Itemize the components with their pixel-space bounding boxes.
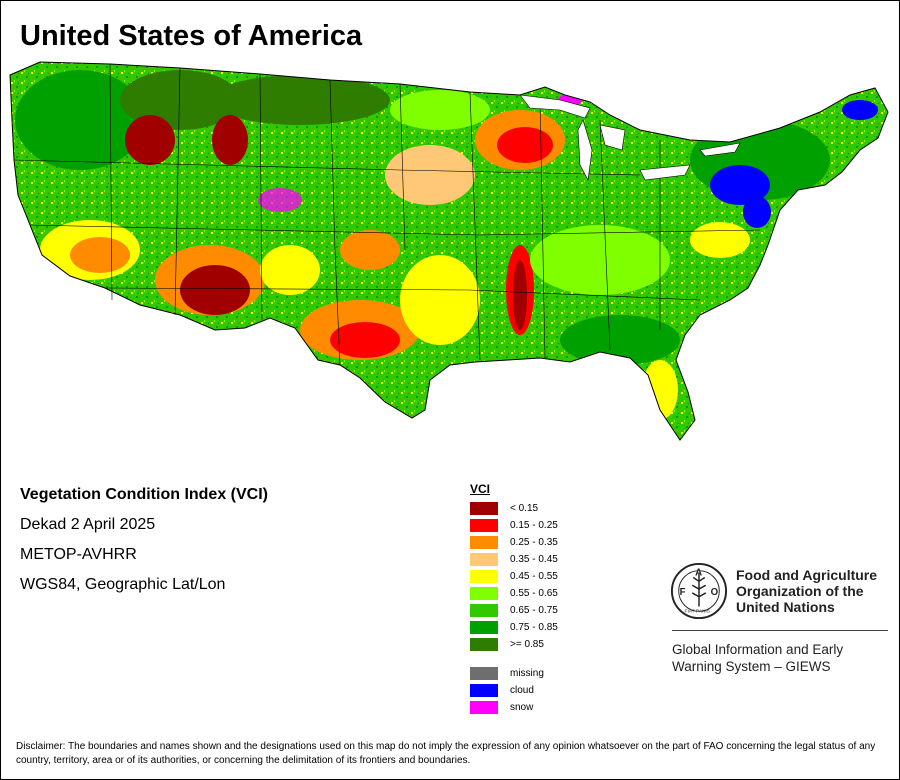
fao-emblem-motto: FIAT PANIS — [685, 608, 711, 614]
legend-class-swatch — [470, 587, 498, 600]
legend-classes: < 0.15 0.15 - 0.25 0.25 - 0.35 0.35 - 0.45 0… — [470, 500, 558, 653]
fao-name-line: Food and Agriculture — [736, 567, 878, 583]
legend-class-row: 0.55 - 0.65 — [470, 585, 558, 602]
period-label: Dekad 2 April 2025 — [20, 516, 156, 533]
legend-class-swatch — [470, 519, 498, 532]
vci-map-svg — [9, 61, 889, 441]
legend-class-row: 0.25 - 0.35 — [470, 534, 558, 551]
disclaimer: Disclaimer: The boundaries and names sho… — [16, 741, 876, 766]
legend-title: VCI — [470, 482, 491, 496]
giews-label: Global Information and Early Warning Sys… — [672, 641, 888, 675]
fao-emblem-icon: FAO FIAT PANIS — [670, 562, 728, 620]
legend-class-row: >= 0.85 — [470, 636, 558, 653]
projection-label: WGS84, Geographic Lat/Lon — [20, 576, 226, 593]
fao-block: FAO FIAT PANIS Food and Agriculture Orga… — [670, 562, 888, 675]
vci-legend: VCI < 0.15 0.15 - 0.25 0.25 - 0.35 0.35 - 0… — [470, 482, 558, 716]
legend-special: missing cloud snow — [470, 665, 558, 716]
legend-class-label: 0.65 - 0.75 — [510, 605, 558, 616]
legend-class-label: 0.35 - 0.45 — [510, 554, 558, 565]
legend-special-label: cloud — [510, 685, 534, 696]
legend-class-label: 0.45 - 0.55 — [510, 571, 558, 582]
legend-class-row: 0.35 - 0.45 — [470, 551, 558, 568]
fao-emblem-letter: A — [695, 568, 702, 579]
legend-class-label: < 0.15 — [510, 503, 539, 514]
fao-divider — [672, 630, 888, 631]
fao-emblem-letter: O — [711, 587, 719, 598]
legend-special-label: missing — [510, 668, 544, 679]
legend-class-row: 0.65 - 0.75 — [470, 602, 558, 619]
fao-name-line: Organization of the — [736, 583, 864, 599]
legend-special-row: snow — [470, 699, 558, 716]
giews-line: Global Information and Early — [672, 642, 844, 657]
state-boundaries — [13, 63, 761, 366]
legend-class-label: 0.75 - 0.85 — [510, 622, 558, 633]
legend-special-label: snow — [510, 702, 534, 713]
index-name: Vegetation Condition Index (VCI) — [20, 486, 268, 503]
legend-class-row: 0.15 - 0.25 — [470, 517, 558, 534]
legend-special-row: missing — [470, 665, 558, 682]
legend-class-swatch — [470, 604, 498, 617]
sensor-label: METOP-AVHRR — [20, 546, 137, 563]
legend-special-swatch — [470, 701, 498, 714]
legend-class-swatch — [470, 502, 498, 515]
fao-name: Food and Agriculture Organization of the… — [736, 567, 877, 615]
map-title: United States of America — [20, 20, 363, 52]
legend-class-row: 0.75 - 0.85 — [470, 619, 558, 636]
fao-emblem-letters: FAO — [680, 568, 719, 598]
giews-line: Warning System – GIEWS — [672, 659, 831, 674]
legend-class-swatch — [470, 536, 498, 549]
legend-class-swatch — [470, 621, 498, 634]
legend-special-swatch — [470, 684, 498, 697]
legend-class-row: < 0.15 — [470, 500, 558, 517]
legend-class-swatch — [470, 570, 498, 583]
legend-class-label: 0.15 - 0.25 — [510, 520, 558, 531]
legend-class-label: >= 0.85 — [510, 639, 544, 650]
legend-class-swatch — [470, 638, 498, 651]
vci-map — [0, 60, 900, 450]
map-info: Vegetation Condition Index (VCI) Dekad 2… — [20, 486, 268, 606]
legend-class-label: 0.55 - 0.65 — [510, 588, 558, 599]
legend-class-row: 0.45 - 0.55 — [470, 568, 558, 585]
legend-class-label: 0.25 - 0.35 — [510, 537, 558, 548]
fao-emblem-letter: F — [680, 587, 686, 598]
fao-name-line: United Nations — [736, 599, 835, 615]
legend-special-swatch — [470, 667, 498, 680]
legend-class-swatch — [470, 553, 498, 566]
legend-special-row: cloud — [470, 682, 558, 699]
